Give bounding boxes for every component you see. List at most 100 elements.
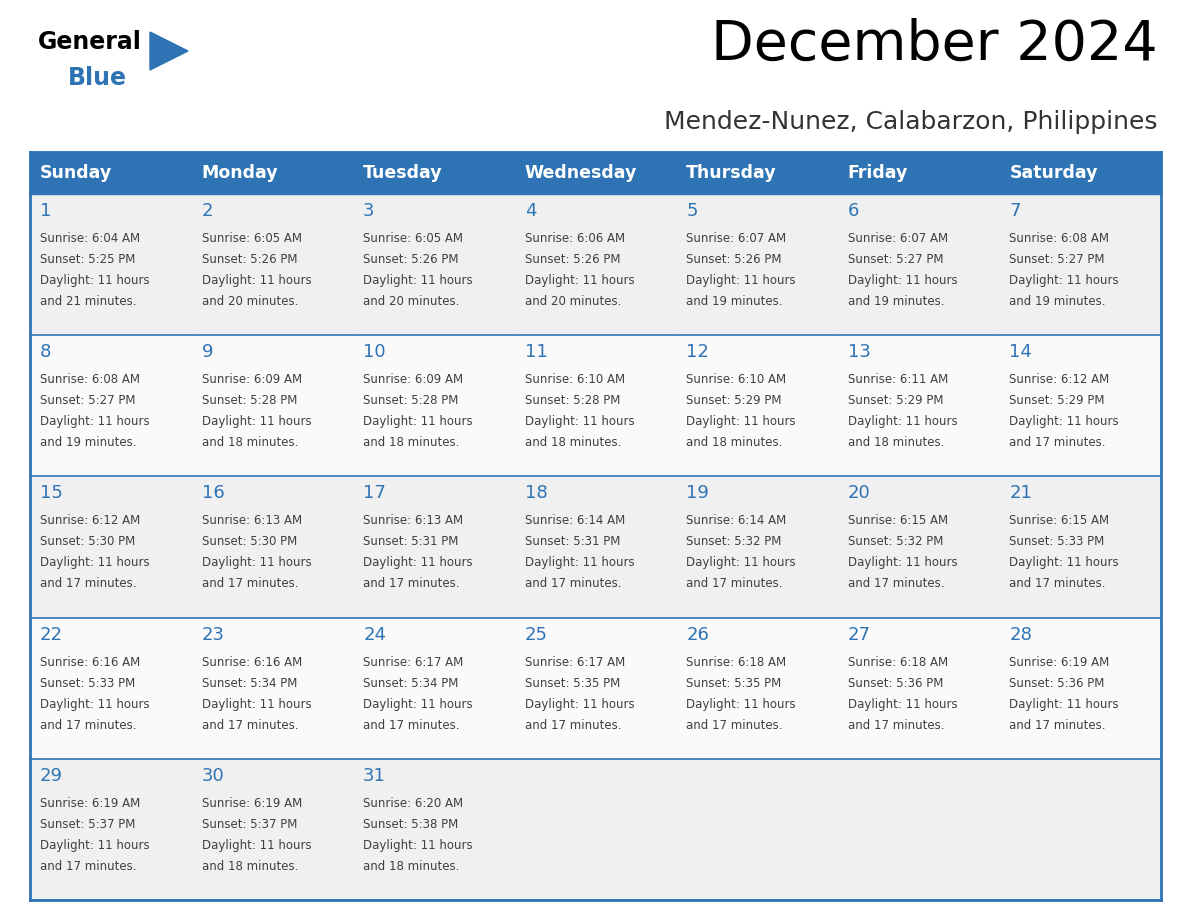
Text: Sunset: 5:31 PM: Sunset: 5:31 PM (364, 535, 459, 548)
Text: and 17 minutes.: and 17 minutes. (1010, 436, 1106, 449)
Text: and 20 minutes.: and 20 minutes. (525, 295, 621, 308)
Bar (838, 152, 999, 194)
Text: December 2024: December 2024 (712, 18, 1158, 72)
Text: Sunset: 5:31 PM: Sunset: 5:31 PM (525, 535, 620, 548)
Text: 12: 12 (687, 343, 709, 361)
Bar (999, 618, 1161, 759)
Text: 21: 21 (1010, 485, 1032, 502)
Text: Sunset: 5:30 PM: Sunset: 5:30 PM (202, 535, 297, 548)
Text: and 21 minutes.: and 21 minutes. (40, 295, 137, 308)
Text: Sunset: 5:26 PM: Sunset: 5:26 PM (202, 253, 297, 266)
Text: Sunset: 5:29 PM: Sunset: 5:29 PM (687, 394, 782, 408)
Text: Sunrise: 6:13 AM: Sunrise: 6:13 AM (202, 514, 302, 528)
Bar (191, 618, 353, 759)
Text: Daylight: 11 hours: Daylight: 11 hours (525, 698, 634, 711)
Text: Sunset: 5:32 PM: Sunset: 5:32 PM (848, 535, 943, 548)
Text: Daylight: 11 hours: Daylight: 11 hours (687, 415, 796, 428)
Text: 22: 22 (40, 625, 63, 644)
Text: Sunset: 5:27 PM: Sunset: 5:27 PM (40, 394, 135, 408)
Bar (353, 618, 514, 759)
Bar (999, 152, 1161, 194)
Text: 24: 24 (364, 625, 386, 644)
Text: General: General (38, 30, 141, 54)
Text: Sunrise: 6:15 AM: Sunrise: 6:15 AM (848, 514, 948, 528)
Text: Sunrise: 6:06 AM: Sunrise: 6:06 AM (525, 232, 625, 245)
Text: Sunrise: 6:05 AM: Sunrise: 6:05 AM (364, 232, 463, 245)
Text: Daylight: 11 hours: Daylight: 11 hours (525, 415, 634, 428)
Text: 3: 3 (364, 202, 374, 220)
Text: 26: 26 (687, 625, 709, 644)
Text: Daylight: 11 hours: Daylight: 11 hours (687, 698, 796, 711)
Text: Daylight: 11 hours: Daylight: 11 hours (1010, 415, 1119, 428)
Text: Daylight: 11 hours: Daylight: 11 hours (848, 415, 958, 428)
Text: Sunset: 5:36 PM: Sunset: 5:36 PM (1010, 677, 1105, 689)
Text: and 17 minutes.: and 17 minutes. (364, 719, 460, 732)
Text: Daylight: 11 hours: Daylight: 11 hours (848, 274, 958, 287)
Text: and 17 minutes.: and 17 minutes. (848, 719, 944, 732)
Text: Tuesday: Tuesday (364, 164, 443, 182)
Text: Daylight: 11 hours: Daylight: 11 hours (364, 698, 473, 711)
Text: Sunset: 5:29 PM: Sunset: 5:29 PM (848, 394, 943, 408)
Text: Sunrise: 6:19 AM: Sunrise: 6:19 AM (1010, 655, 1110, 668)
Bar (999, 476, 1161, 618)
Bar (676, 476, 838, 618)
Text: 1: 1 (40, 202, 51, 220)
Text: Sunrise: 6:19 AM: Sunrise: 6:19 AM (202, 797, 302, 810)
Text: Sunrise: 6:18 AM: Sunrise: 6:18 AM (848, 655, 948, 668)
Text: Sunset: 5:29 PM: Sunset: 5:29 PM (1010, 394, 1105, 408)
Text: 23: 23 (202, 625, 225, 644)
Text: 10: 10 (364, 343, 386, 361)
Text: 18: 18 (525, 485, 548, 502)
Bar (191, 152, 353, 194)
Text: and 17 minutes.: and 17 minutes. (202, 719, 298, 732)
Text: Sunset: 5:37 PM: Sunset: 5:37 PM (202, 818, 297, 831)
Text: and 20 minutes.: and 20 minutes. (364, 295, 460, 308)
Text: Sunrise: 6:15 AM: Sunrise: 6:15 AM (1010, 514, 1110, 528)
Text: Daylight: 11 hours: Daylight: 11 hours (202, 274, 311, 287)
Text: Daylight: 11 hours: Daylight: 11 hours (202, 839, 311, 852)
Text: Daylight: 11 hours: Daylight: 11 hours (1010, 556, 1119, 569)
Text: Sunrise: 6:09 AM: Sunrise: 6:09 AM (364, 374, 463, 386)
Text: Sunrise: 6:09 AM: Sunrise: 6:09 AM (202, 374, 302, 386)
Text: Sunrise: 6:07 AM: Sunrise: 6:07 AM (687, 232, 786, 245)
Polygon shape (150, 32, 188, 70)
Text: Sunset: 5:28 PM: Sunset: 5:28 PM (364, 394, 459, 408)
Text: 27: 27 (848, 625, 871, 644)
Text: Daylight: 11 hours: Daylight: 11 hours (202, 415, 311, 428)
Text: Daylight: 11 hours: Daylight: 11 hours (1010, 698, 1119, 711)
Text: 6: 6 (848, 202, 859, 220)
Bar (353, 759, 514, 900)
Text: Sunset: 5:28 PM: Sunset: 5:28 PM (202, 394, 297, 408)
Text: Saturday: Saturday (1010, 164, 1098, 182)
Bar (838, 335, 999, 476)
Text: Sunrise: 6:17 AM: Sunrise: 6:17 AM (525, 655, 625, 668)
Text: Sunset: 5:27 PM: Sunset: 5:27 PM (848, 253, 943, 266)
Text: Sunset: 5:35 PM: Sunset: 5:35 PM (525, 677, 620, 689)
Text: Sunset: 5:33 PM: Sunset: 5:33 PM (1010, 535, 1105, 548)
Text: Sunrise: 6:10 AM: Sunrise: 6:10 AM (525, 374, 625, 386)
Text: 5: 5 (687, 202, 697, 220)
Text: and 17 minutes.: and 17 minutes. (525, 577, 621, 590)
Text: Sunset: 5:34 PM: Sunset: 5:34 PM (364, 677, 459, 689)
Text: 20: 20 (848, 485, 871, 502)
Bar (353, 476, 514, 618)
Bar (30, 476, 191, 618)
Bar (353, 152, 514, 194)
Text: Sunrise: 6:08 AM: Sunrise: 6:08 AM (40, 374, 140, 386)
Text: 8: 8 (40, 343, 51, 361)
Text: Sunset: 5:33 PM: Sunset: 5:33 PM (40, 677, 135, 689)
Text: Sunset: 5:30 PM: Sunset: 5:30 PM (40, 535, 135, 548)
Text: and 17 minutes.: and 17 minutes. (687, 719, 783, 732)
Text: Daylight: 11 hours: Daylight: 11 hours (687, 274, 796, 287)
Text: Sunrise: 6:05 AM: Sunrise: 6:05 AM (202, 232, 302, 245)
Text: and 20 minutes.: and 20 minutes. (202, 295, 298, 308)
Text: Daylight: 11 hours: Daylight: 11 hours (202, 556, 311, 569)
Text: and 17 minutes.: and 17 minutes. (364, 577, 460, 590)
Bar (838, 618, 999, 759)
Bar (191, 476, 353, 618)
Text: Daylight: 11 hours: Daylight: 11 hours (40, 839, 150, 852)
Bar (191, 335, 353, 476)
Text: 15: 15 (40, 485, 63, 502)
Text: 19: 19 (687, 485, 709, 502)
Text: Sunrise: 6:08 AM: Sunrise: 6:08 AM (1010, 232, 1110, 245)
